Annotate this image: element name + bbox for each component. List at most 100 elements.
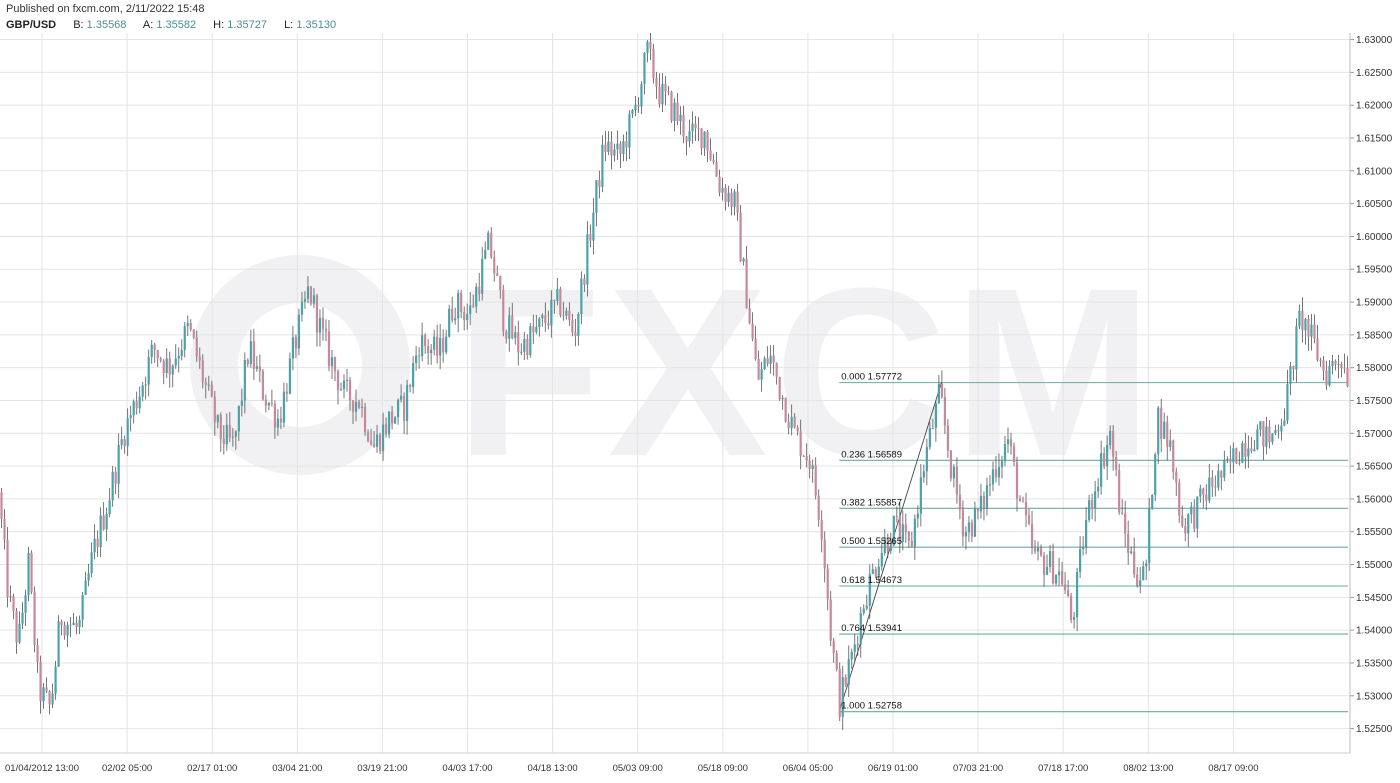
candle-body xyxy=(820,519,823,540)
candle xyxy=(1057,557,1061,586)
candle xyxy=(12,593,15,620)
candle-body xyxy=(436,336,439,356)
quote-row: GBP/USD B: 1.35568 A: 1.35582 H: 1.35727… xyxy=(6,18,350,32)
candle-body xyxy=(784,397,787,422)
candle-body xyxy=(976,508,980,512)
candle-body xyxy=(1030,523,1034,546)
candle xyxy=(922,464,925,483)
candle-body xyxy=(943,397,946,426)
candle-body xyxy=(919,477,922,514)
candle-body xyxy=(541,315,544,319)
candle xyxy=(402,392,406,435)
candle xyxy=(1259,420,1262,437)
candle xyxy=(736,183,739,221)
candle-body xyxy=(297,314,301,349)
candle xyxy=(1048,544,1052,573)
candle-body xyxy=(1118,469,1121,513)
price-tick-label: 1.57000 xyxy=(1356,429,1393,440)
candle xyxy=(484,241,487,260)
candle xyxy=(889,532,892,555)
candle-body xyxy=(529,326,532,356)
candle xyxy=(499,275,502,299)
candle xyxy=(940,370,943,399)
candle-body xyxy=(481,258,484,294)
candle-body xyxy=(123,439,126,447)
candle xyxy=(1190,502,1193,524)
candle-body xyxy=(439,337,442,356)
time-tick-label: 08/17 09:00 xyxy=(1208,763,1258,774)
candle xyxy=(724,184,727,211)
candle-body xyxy=(877,566,880,576)
candle-body xyxy=(339,389,343,391)
candle-body xyxy=(1190,506,1193,515)
candle-body xyxy=(1091,500,1094,509)
candle xyxy=(1193,499,1196,533)
candle xyxy=(688,119,691,148)
candle-body xyxy=(772,355,775,363)
candle-body xyxy=(490,232,493,258)
candlestick-chart[interactable]: 0.000 1.57772 0.236 1.56589 0.382 1.55857 0… xyxy=(0,33,1400,783)
candle xyxy=(252,328,255,381)
candle-body xyxy=(102,515,105,530)
candle xyxy=(75,616,78,635)
candle-body xyxy=(186,323,189,327)
candle xyxy=(646,40,649,63)
candle-body xyxy=(1262,421,1265,447)
candle xyxy=(273,400,277,439)
candle-body xyxy=(1021,501,1025,503)
candle-body xyxy=(433,336,436,350)
candle-body xyxy=(952,466,956,479)
candle xyxy=(448,304,451,338)
candle xyxy=(60,619,63,636)
candle xyxy=(390,406,394,430)
candle-body xyxy=(670,91,673,121)
candle-body xyxy=(703,131,706,149)
candle xyxy=(814,457,817,500)
candle-body xyxy=(1298,310,1301,327)
candle xyxy=(604,130,607,162)
candle xyxy=(303,291,307,309)
candle xyxy=(369,428,373,446)
candle xyxy=(700,128,703,155)
candle-body xyxy=(505,331,508,339)
candle xyxy=(766,346,769,367)
candle xyxy=(811,459,814,483)
candle-body xyxy=(574,332,577,336)
candle-body xyxy=(1112,430,1115,457)
candle-body xyxy=(213,396,216,423)
candle xyxy=(309,285,313,306)
candle xyxy=(267,401,270,411)
candle xyxy=(270,389,274,407)
candle xyxy=(282,382,286,428)
candle-body xyxy=(1193,506,1196,529)
chart-header: Published on fxcm.com, 2/11/2022 15:48 G… xyxy=(6,2,350,32)
candle xyxy=(1054,574,1058,586)
candle-body xyxy=(1199,488,1202,497)
candle xyxy=(222,425,225,455)
candle xyxy=(105,507,108,542)
candle xyxy=(430,343,433,365)
candle xyxy=(751,312,754,342)
candle xyxy=(949,449,953,482)
candle-body xyxy=(87,573,90,581)
candle-body xyxy=(709,150,712,160)
candle-body xyxy=(994,469,998,478)
candle xyxy=(937,374,940,405)
candle-body xyxy=(192,329,195,338)
candle xyxy=(1244,432,1247,469)
candle xyxy=(952,464,956,488)
candle xyxy=(406,379,409,435)
candle xyxy=(1277,424,1280,439)
time-tick-label: 05/03 09:00 xyxy=(613,763,663,774)
candle xyxy=(793,413,796,429)
candle-body xyxy=(424,335,427,347)
candle xyxy=(946,418,950,458)
candle-body xyxy=(1283,420,1286,426)
candle-body xyxy=(1015,462,1019,499)
candle-body xyxy=(111,471,114,501)
candle xyxy=(895,506,898,523)
candle-body xyxy=(1181,515,1184,527)
candle xyxy=(442,329,445,363)
candle xyxy=(1322,356,1325,381)
candle xyxy=(928,422,931,450)
